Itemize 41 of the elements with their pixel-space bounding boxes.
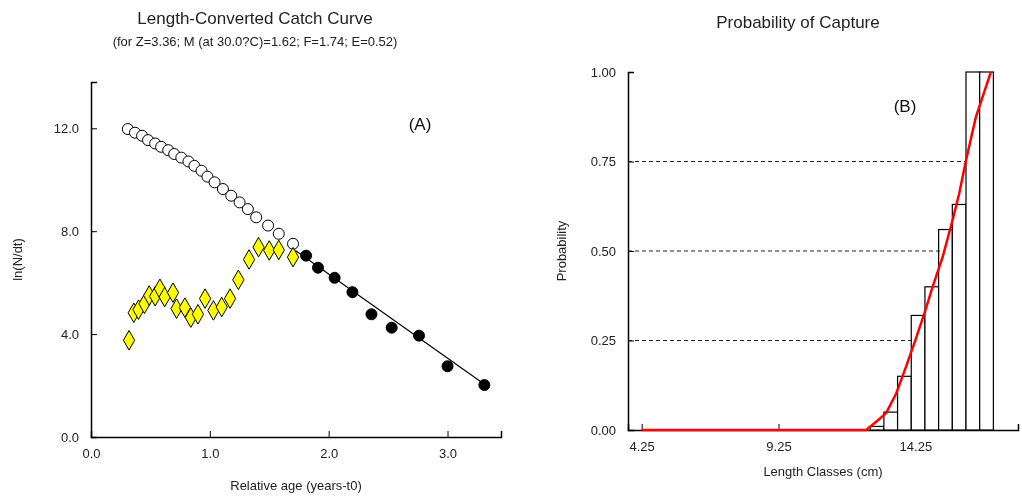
y-tick-label: 1.00 [590,64,616,80]
x-axis-title: Relative age (years-t0) [230,478,362,493]
y-axis-title: ln(N/dt) [10,238,25,281]
x-tick-label: 4.25 [629,439,655,455]
point [233,196,246,209]
point [225,189,238,202]
point [441,360,454,373]
point [478,379,491,392]
point [208,176,221,189]
annotation: (A) [408,115,432,134]
y-tick-label: 0.50 [590,243,616,259]
point [365,308,378,321]
x-tick-label: 2.0 [320,446,339,462]
x-tick-label: 1.0 [201,446,220,462]
x-tick-label: 14.25 [899,439,933,455]
point [216,183,229,195]
x-tick-label: 9.25 [766,439,792,455]
x-tick-label: 0.0 [82,446,101,462]
point [328,271,341,284]
point [250,211,263,224]
point [311,261,324,274]
point [241,203,254,216]
chart-title: Probability of Capture [716,13,880,32]
x-axis-title: Length Classes (cm) [763,464,883,479]
point [262,219,275,232]
y-tick-label: 4.0 [60,326,79,342]
y-tick-label: 0.0 [60,429,79,445]
chart-title: Length-Converted Catch Curve [137,9,373,28]
y-tick-label: 0.00 [590,422,616,438]
y-tick-label: 0.75 [590,154,616,170]
point [287,237,300,250]
annotation: (B) [893,97,917,116]
point [385,321,398,334]
point [272,227,285,240]
y-tick-label: 8.0 [60,223,79,239]
line-series [640,70,993,432]
x-tick-label: 3.0 [438,446,458,462]
y-tick-label: 0.25 [590,333,616,349]
y-axis-title: Probability [554,220,569,282]
y-tick-label: 12.0 [53,120,79,136]
chart-subtitle: (for Z=3.36; M (at 30.0?C)=1.62; F=1.74; E=0.52) [112,34,398,49]
